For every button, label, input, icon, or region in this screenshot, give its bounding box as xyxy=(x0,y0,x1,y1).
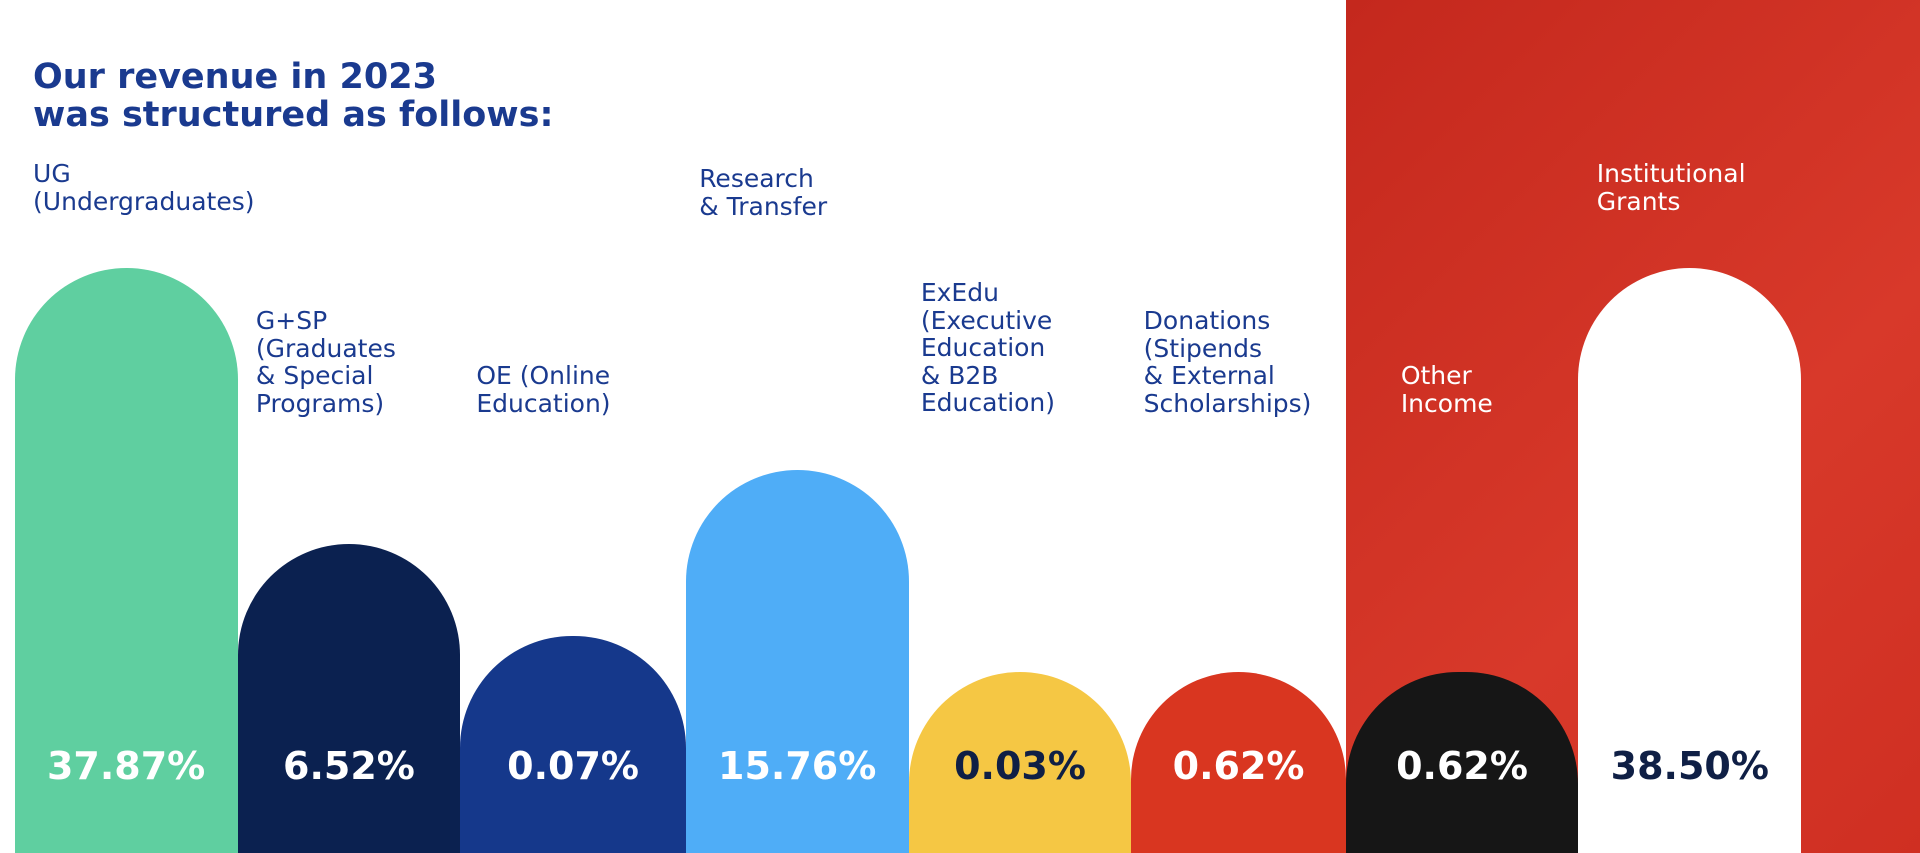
bar: 6.52% xyxy=(237,543,461,853)
bar: 0.62% xyxy=(1131,672,1346,853)
item-label: OE (Online Education) xyxy=(476,361,611,418)
item-value: 38.50% xyxy=(1610,743,1769,788)
item-label: Other Income xyxy=(1400,361,1493,418)
item-label: UG (Undergraduates) xyxy=(33,159,255,216)
bar: 38.50% xyxy=(1578,268,1802,853)
item-label: ExEdu (Executive Education & B2B Educati… xyxy=(920,278,1056,418)
bar: 0.07% xyxy=(460,635,686,853)
title: Our revenue in 2023 was structured as fo… xyxy=(33,57,554,135)
item-value: 0.62% xyxy=(1396,743,1528,788)
item-value: 0.03% xyxy=(954,743,1086,788)
bar: 37.87% xyxy=(14,268,238,853)
bar: 15.76% xyxy=(685,470,909,853)
item-label: G+SP (Graduates & Special Programs) xyxy=(255,306,396,418)
item-value: 37.87% xyxy=(46,743,206,788)
item-label: Institutional Grants xyxy=(1596,159,1746,216)
bar: 0.03% xyxy=(908,672,1132,853)
item-label: Donations (Stipends & External Scholarsh… xyxy=(1143,306,1312,418)
item-value: 0.07% xyxy=(507,743,639,788)
item-value: 15.76% xyxy=(718,743,877,788)
item-value: 0.62% xyxy=(1172,743,1305,788)
item-label: Research & Transfer xyxy=(699,164,828,221)
bar: 0.62% xyxy=(1345,672,1579,853)
item-value: 6.52% xyxy=(283,743,415,788)
